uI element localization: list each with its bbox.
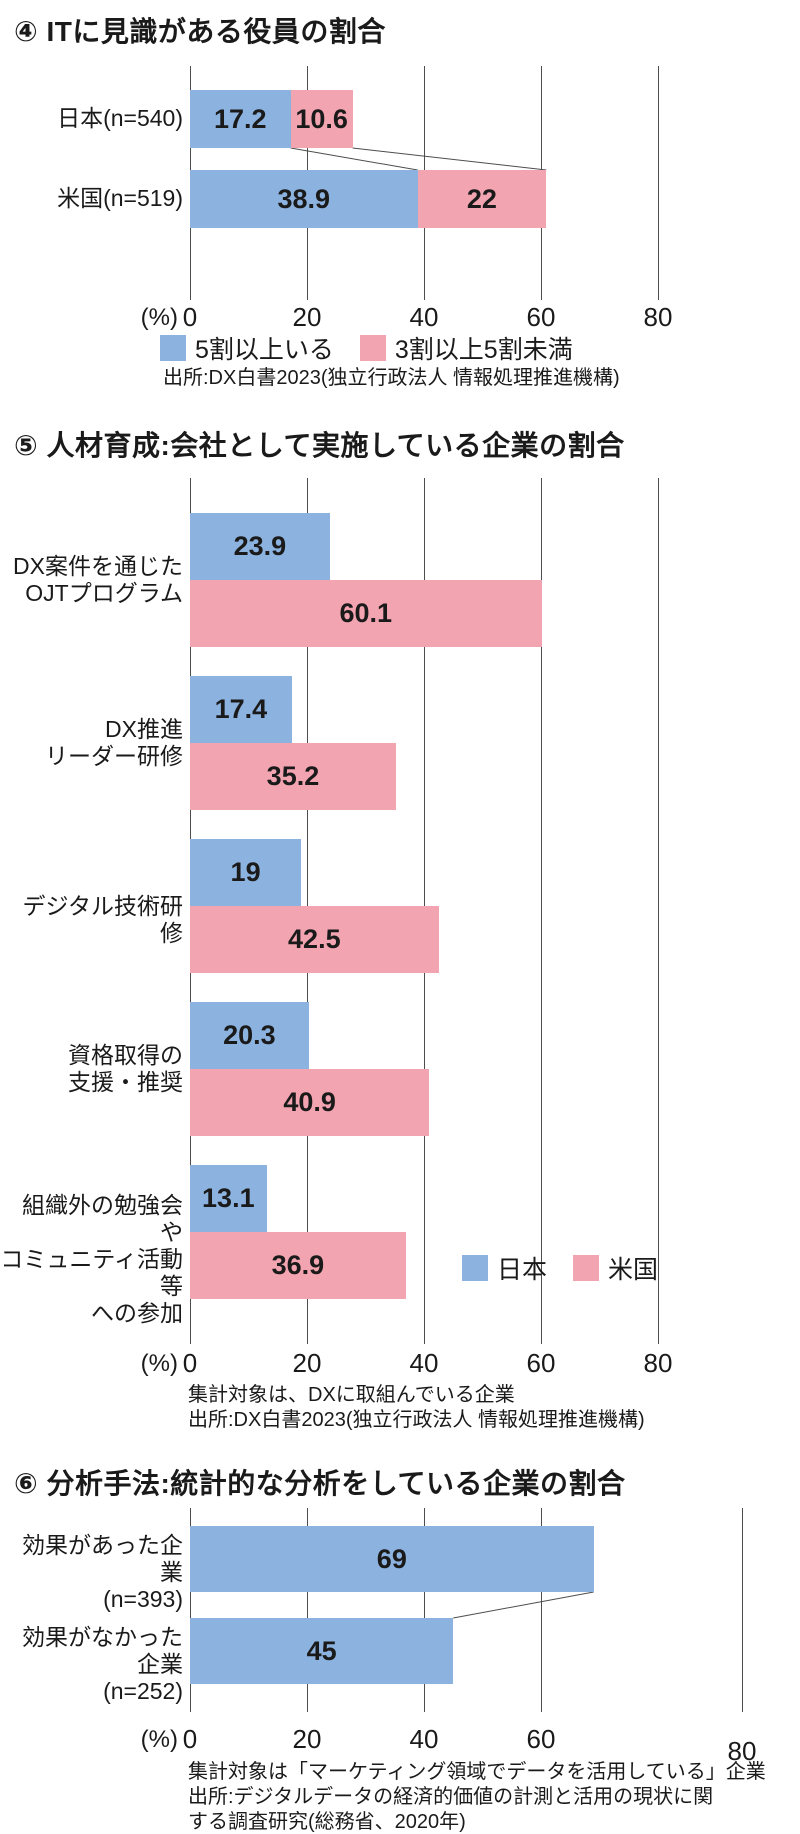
chart6-bar-r0-value: 69 xyxy=(376,1544,407,1574)
chart5-bar-g4-s0 xyxy=(190,1165,267,1232)
chart5-bar-g1-s0 xyxy=(190,676,292,743)
chart4-bar-r0-s0-value: 17.2 xyxy=(214,104,267,134)
chart6-bar-r1-value: 45 xyxy=(306,1636,337,1666)
chart4-row-label-0: 日本(n=540) xyxy=(57,105,183,131)
chart5-row-label-3: 資格取得の 支援・推奨 xyxy=(68,1042,183,1095)
chart4-connector-total-end xyxy=(352,147,547,171)
chart5-bar-g0-s1-value: 60.1 xyxy=(339,598,393,628)
chart6-tick-40: 40 xyxy=(409,1724,439,1754)
chart6-axis-unit-label: (%) xyxy=(140,1726,178,1753)
chart4-bar-r0-s1 xyxy=(290,90,353,148)
chart6-tick-80: 80 xyxy=(727,1736,757,1766)
chart5-bar-g1-s1 xyxy=(190,743,396,810)
chart5-row-label-2: デジタル技術研修 xyxy=(22,892,183,946)
chart5-bar-g4-s0-value: 13.1 xyxy=(202,1183,255,1213)
chart5-bar-g2-s1 xyxy=(190,906,439,973)
chart5-gridline-80 xyxy=(658,478,659,1344)
chart5-legend-label-1: 米国 xyxy=(608,1256,659,1284)
chart5-bar-g3-s1 xyxy=(190,1069,430,1136)
chart5-tick-40: 40 xyxy=(409,1348,439,1378)
chart4-gridline-80 xyxy=(658,66,659,300)
chart5-row-label-4: 組織外の勉強会や コミュニティ活動等 への参加 xyxy=(0,1191,183,1326)
chart6-gridline-40 xyxy=(424,1508,425,1712)
chart5-legend-label-0: 日本 xyxy=(497,1256,548,1284)
chart4-source-note: 出所:DX白書2023(独立行政法人 情報処理推進機構) xyxy=(163,367,620,389)
chart5-tick-80: 80 xyxy=(643,1348,673,1378)
chart5-bar-g0-s1 xyxy=(190,580,542,647)
chart6-source-note: 集計対象は「マーケティング領域でデータを活用している」企業 出所:デジタルデータ… xyxy=(188,1761,766,1833)
chart5-bar-g0-s0 xyxy=(190,513,330,580)
chart4-legend-label-1: 3割以上5割未満 xyxy=(394,336,573,364)
chart5-legend-swatch-0 xyxy=(462,1255,488,1281)
chart4-legend-swatch-1 xyxy=(359,335,386,361)
chart4-bar-r1-s1 xyxy=(417,170,547,228)
chart4-connector-blue-boundary xyxy=(290,147,418,171)
chart6-tick-0: 0 xyxy=(182,1724,198,1754)
chart5-bar-g3-s0 xyxy=(190,1002,309,1069)
chart6-gridline-60 xyxy=(541,1508,542,1712)
chart6-gridline-20 xyxy=(307,1508,308,1712)
chart5-bar-g3-s1-value: 40.9 xyxy=(283,1087,336,1117)
chart6-gridline-80 xyxy=(742,1508,743,1712)
chart5-tick-0: 0 xyxy=(182,1348,198,1378)
chart4-bar-r0-s1-value: 10.6 xyxy=(295,104,348,134)
chart4-bar-r1-s1-value: 22 xyxy=(466,184,497,214)
chart6-gridline-0 xyxy=(190,1508,191,1712)
chart4-tick-40: 40 xyxy=(409,302,439,332)
chart5-bar-g0-s0-value: 23.9 xyxy=(233,531,287,561)
chart4-tick-60: 60 xyxy=(526,302,556,332)
chart4-title: ④ ITに見識がある役員の割合 xyxy=(14,16,386,47)
chart4-axis-unit-label: (%) xyxy=(140,304,178,331)
chart5-bar-g1-s0-value: 17.4 xyxy=(214,694,268,724)
chart5-bar-g2-s1-value: 42.5 xyxy=(288,924,341,954)
chart5-title: ⑤ 人材育成:会社として実施している企業の割合 xyxy=(14,430,625,461)
chart5-row-label-1: DX推進 リーダー研修 xyxy=(45,716,183,769)
chart6-bar-r1 xyxy=(190,1618,454,1684)
chart6-tick-60: 60 xyxy=(526,1724,556,1754)
chart5-legend-swatch-1 xyxy=(573,1255,600,1281)
chart5-tick-20: 20 xyxy=(292,1348,322,1378)
chart6-title: ⑥ 分析手法:統計的な分析をしている企業の割合 xyxy=(14,1468,626,1499)
chart5-bar-g3-s0-value: 20.3 xyxy=(223,1020,276,1050)
chart5-bar-g1-s1-value: 35.2 xyxy=(266,761,320,791)
chart5-gridline-60 xyxy=(541,478,542,1344)
chart6-row-label-1: 効果がなかった企業 (n=252) xyxy=(22,1624,183,1704)
chart5-tick-60: 60 xyxy=(526,1348,556,1378)
chart6-connector-bar-ends xyxy=(453,1591,594,1619)
chart4-bar-r1-s0-value: 38.9 xyxy=(277,184,331,214)
chart5-bar-g2-s0 xyxy=(190,839,302,906)
chart4-bar-r0-s0 xyxy=(190,90,291,148)
chart6-bar-r0 xyxy=(190,1526,594,1592)
chart6-row-label-0: 効果があった企業 (n=393) xyxy=(22,1532,183,1612)
chart5-source-note: 集計対象は、DXに取組んでいる企業 出所:DX白書2023(独立行政法人 情報処… xyxy=(188,1384,645,1431)
chart5-bar-g2-s0-value: 19 xyxy=(230,857,261,887)
chart6-tick-20: 20 xyxy=(292,1724,322,1754)
chart4-row-label-1: 米国(n=519) xyxy=(57,185,183,211)
chart4-legend-label-0: 5割以上いる xyxy=(195,336,334,364)
chart5-legend: 日本 米国 xyxy=(462,1250,684,1286)
chart4-bar-r1-s0 xyxy=(190,170,418,228)
chart4-tick-0: 0 xyxy=(182,302,198,332)
chart4-tick-80: 80 xyxy=(643,302,673,332)
chart5-bar-g4-s1 xyxy=(190,1232,406,1299)
chart5-bar-g4-s1-value: 36.9 xyxy=(271,1250,325,1280)
chart4-legend-swatch-0 xyxy=(160,335,186,361)
chart5-row-label-0: DX案件を通じた OJTプログラム xyxy=(13,553,183,606)
chart4-tick-20: 20 xyxy=(292,302,322,332)
chart5-axis-unit-label: (%) xyxy=(140,1350,178,1377)
chart4-legend: 5割以上いる 3割以上5割未満 xyxy=(160,330,599,366)
